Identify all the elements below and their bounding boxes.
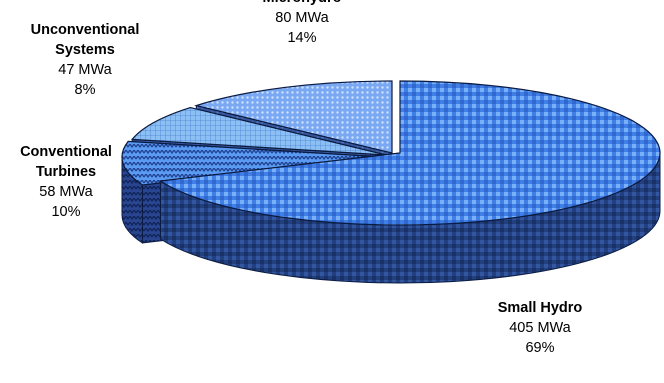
slice-top-unconventional-systems xyxy=(130,106,387,156)
label-name-microhydro-0: Microhydro xyxy=(263,0,342,6)
label-value-microhydro: 80 MWa xyxy=(275,10,329,26)
slice-top-microhydro xyxy=(194,80,393,154)
label-name-unconventional-systems-0: Unconventional xyxy=(31,22,140,38)
label-name-small-hydro-0: Small Hydro xyxy=(498,300,583,316)
label-percent-microhydro: 14% xyxy=(287,30,316,46)
label-name-conventional-turbines-1: Turbines xyxy=(36,164,96,180)
label-percent-unconventional-systems: 8% xyxy=(75,82,96,98)
label-name-conventional-turbines-0: Conventional xyxy=(20,144,112,160)
label-percent-small-hydro: 69% xyxy=(525,340,554,356)
label-small-hydro: Small Hydro 405 MWa 69% xyxy=(498,300,583,356)
label-value-unconventional-systems: 47 MWa xyxy=(58,62,112,78)
slice-top-conventional-turbines xyxy=(121,140,383,186)
label-percent-conventional-turbines: 10% xyxy=(51,204,80,220)
label-unconventional-systems: Unconventional Systems 47 MWa 8% xyxy=(31,22,140,98)
pie-slices xyxy=(121,80,661,284)
label-value-conventional-turbines: 58 MWa xyxy=(39,184,93,200)
pie-labels: Small Hydro 405 MWa 69% Conventional Turbine… xyxy=(20,0,582,356)
label-microhydro: Microhydro 80 MWa 14% xyxy=(263,0,342,46)
label-conventional-turbines: Conventional Turbines 58 MWa 10% xyxy=(20,144,112,220)
slice-top-small-hydro xyxy=(158,80,661,226)
label-name-unconventional-systems-1: Systems xyxy=(55,42,115,58)
slice-small-hydro xyxy=(158,80,661,284)
label-value-small-hydro: 405 MWa xyxy=(509,320,571,336)
